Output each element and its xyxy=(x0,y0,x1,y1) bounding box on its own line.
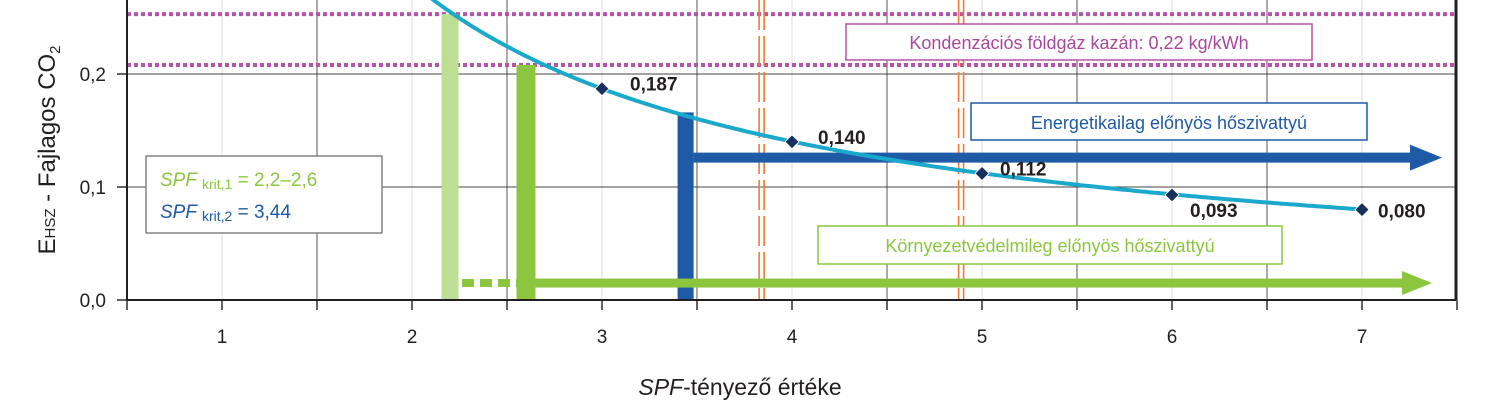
energy-text: Energetikailag előnyös hőszivattyú xyxy=(1031,113,1307,133)
energy-arrow-head xyxy=(1410,144,1442,171)
gas-boiler-label: Kondenzációs földgáz kazán: 0,22 kg/kWh xyxy=(845,23,1313,61)
data-point xyxy=(1164,187,1180,203)
spf-krit2-text: SPF krit,2 = 3,44 xyxy=(160,202,291,224)
environment-arrow-head xyxy=(1402,271,1432,296)
y-tick-label: 0,0 xyxy=(80,291,106,312)
data-point xyxy=(1354,202,1370,218)
arrows xyxy=(462,144,1442,296)
x-axis-label: SPF-tényező értéke xyxy=(638,374,841,400)
x-tick-label: 6 xyxy=(1167,327,1178,348)
threshold-bar xyxy=(516,64,536,301)
spf-krit1-text: SPF krit,1 = 2,2–2,6 xyxy=(160,170,317,192)
y-tick-label: 0,2 xyxy=(80,65,106,86)
axes: 1 2 3 4 5 6 7 0,0 0,1 0,2 xyxy=(80,65,1458,348)
spf-criteria-box: SPF krit,1 = 2,2–2,6 SPF krit,2 = 3,44 xyxy=(145,155,383,234)
x-tick-label: 4 xyxy=(787,327,798,348)
environment-label: Környezetvédelmileg előnyös hőszivattyú xyxy=(817,225,1283,265)
x-tick-label: 3 xyxy=(597,327,608,348)
data-points: 0,187 0,140 0,112 0,093 0,080 xyxy=(594,75,1426,223)
data-label: 0,187 xyxy=(630,75,678,96)
data-point xyxy=(784,134,800,150)
data-point xyxy=(974,165,990,182)
gas-boiler-text: Kondenzációs földgáz kazán: 0,22 kg/kWh xyxy=(909,33,1248,53)
threshold-bar xyxy=(677,112,694,300)
trend-curve-path xyxy=(430,0,1364,212)
x-tick-label: 1 xyxy=(217,327,228,348)
x-tick-label: 5 xyxy=(977,327,988,348)
energy-label: Energetikailag előnyös hőszivattyú xyxy=(970,102,1368,141)
x-tick-label: 7 xyxy=(1357,327,1368,348)
data-label: 0,093 xyxy=(1190,201,1238,222)
y-axis-label: EHSZ - Fajlagos CO2 xyxy=(34,45,64,254)
environment-arrow-shaft xyxy=(535,278,1406,288)
threshold-bar xyxy=(441,14,459,301)
data-label: 0,140 xyxy=(818,128,866,149)
environment-text: Környezetvédelmileg előnyös hőszivattyú xyxy=(885,236,1214,256)
x-tick-label: 2 xyxy=(407,327,418,348)
data-point xyxy=(594,81,610,97)
trend-curve xyxy=(430,0,1364,212)
energy-arrow-shaft xyxy=(693,152,1414,163)
y-tick-label: 0,1 xyxy=(80,178,106,199)
data-label: 0,112 xyxy=(1000,159,1047,180)
threshold-bars xyxy=(441,14,694,301)
data-label: 0,080 xyxy=(1378,202,1426,223)
